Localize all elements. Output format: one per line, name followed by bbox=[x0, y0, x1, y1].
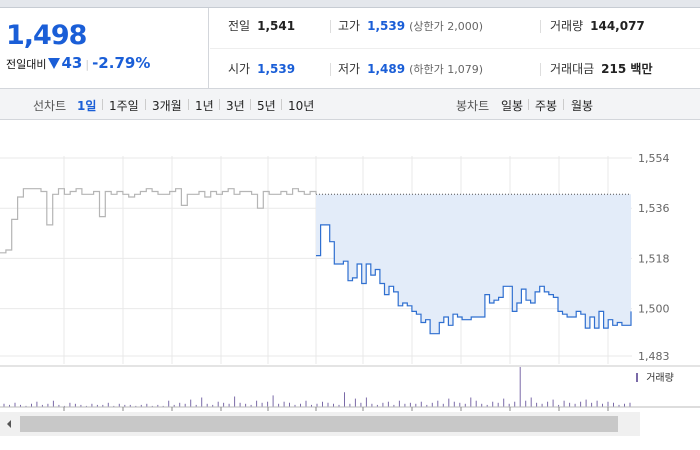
tab-1week[interactable]: 1주일 bbox=[109, 99, 139, 113]
y-tick-label: 1,483 bbox=[638, 350, 670, 363]
volume: 거래량 144,077 bbox=[550, 19, 645, 33]
chart-tabs: 선차트 1일 1주일 3개월 1년 3년 5년 10년 봉차트 일봉 주봉 월봉 bbox=[0, 89, 700, 120]
tab-10year[interactable]: 10년 bbox=[288, 99, 315, 113]
volume-legend: 거래량 bbox=[646, 372, 674, 384]
tab-weekly-candle[interactable]: 주봉 bbox=[535, 99, 558, 113]
intraday-price-chart: 1,554 1,536 1,518 1,500 1,483 거래량 bbox=[0, 120, 700, 420]
current-price-box: 1,498 전일대비 43 | -2.79% bbox=[0, 8, 209, 88]
tab-3month[interactable]: 3개월 bbox=[152, 99, 182, 113]
change-row: 전일대비 43 | -2.79% bbox=[6, 54, 151, 72]
tab-3year[interactable]: 3년 bbox=[226, 99, 245, 113]
tab-1day[interactable]: 1일 bbox=[77, 99, 97, 113]
down-triangle-icon bbox=[48, 58, 61, 69]
change-label: 전일대비 bbox=[6, 58, 47, 71]
tab-daily-candle[interactable]: 일봉 bbox=[501, 99, 524, 113]
today-price-line bbox=[316, 224, 632, 335]
below-reference-fill bbox=[316, 194, 631, 334]
change-amount: 43 bbox=[61, 54, 83, 72]
change-percent: -2.79% bbox=[92, 54, 151, 72]
volume-legend-swatch bbox=[636, 373, 638, 382]
chart-scrollbar[interactable] bbox=[0, 412, 640, 436]
y-tick-label: 1,518 bbox=[638, 252, 670, 265]
tab-5year[interactable]: 5년 bbox=[257, 99, 276, 113]
tab-monthly-candle[interactable]: 월봉 bbox=[571, 99, 594, 113]
top-bar bbox=[0, 0, 700, 8]
open-price: 시가 1,539 bbox=[228, 62, 296, 76]
candle-chart-title: 봉차트 bbox=[456, 99, 490, 113]
trade-amount: 거래대금 215 백만 bbox=[550, 62, 653, 76]
current-price: 1,498 bbox=[6, 20, 87, 51]
y-tick-label: 1,500 bbox=[638, 303, 670, 316]
scroll-left-icon[interactable] bbox=[7, 420, 11, 428]
tab-1year[interactable]: 1년 bbox=[195, 99, 214, 113]
scroll-thumb[interactable] bbox=[20, 416, 618, 432]
line-chart-title: 선차트 bbox=[33, 99, 67, 113]
prev-close: 전일 1,541 bbox=[228, 19, 296, 33]
low-price: 저가 1,489 (하한가 1,079) bbox=[338, 62, 483, 76]
y-tick-label: 1,536 bbox=[638, 202, 670, 215]
high-price: 고가 1,539 (상한가 2,000) bbox=[338, 19, 483, 33]
prev-day-price-line bbox=[0, 188, 317, 254]
price-summary: 1,498 전일대비 43 | -2.79% 전일 1,541 고가 1,539 (상한가 … bbox=[0, 8, 700, 89]
y-tick-label: 1,554 bbox=[638, 152, 670, 165]
